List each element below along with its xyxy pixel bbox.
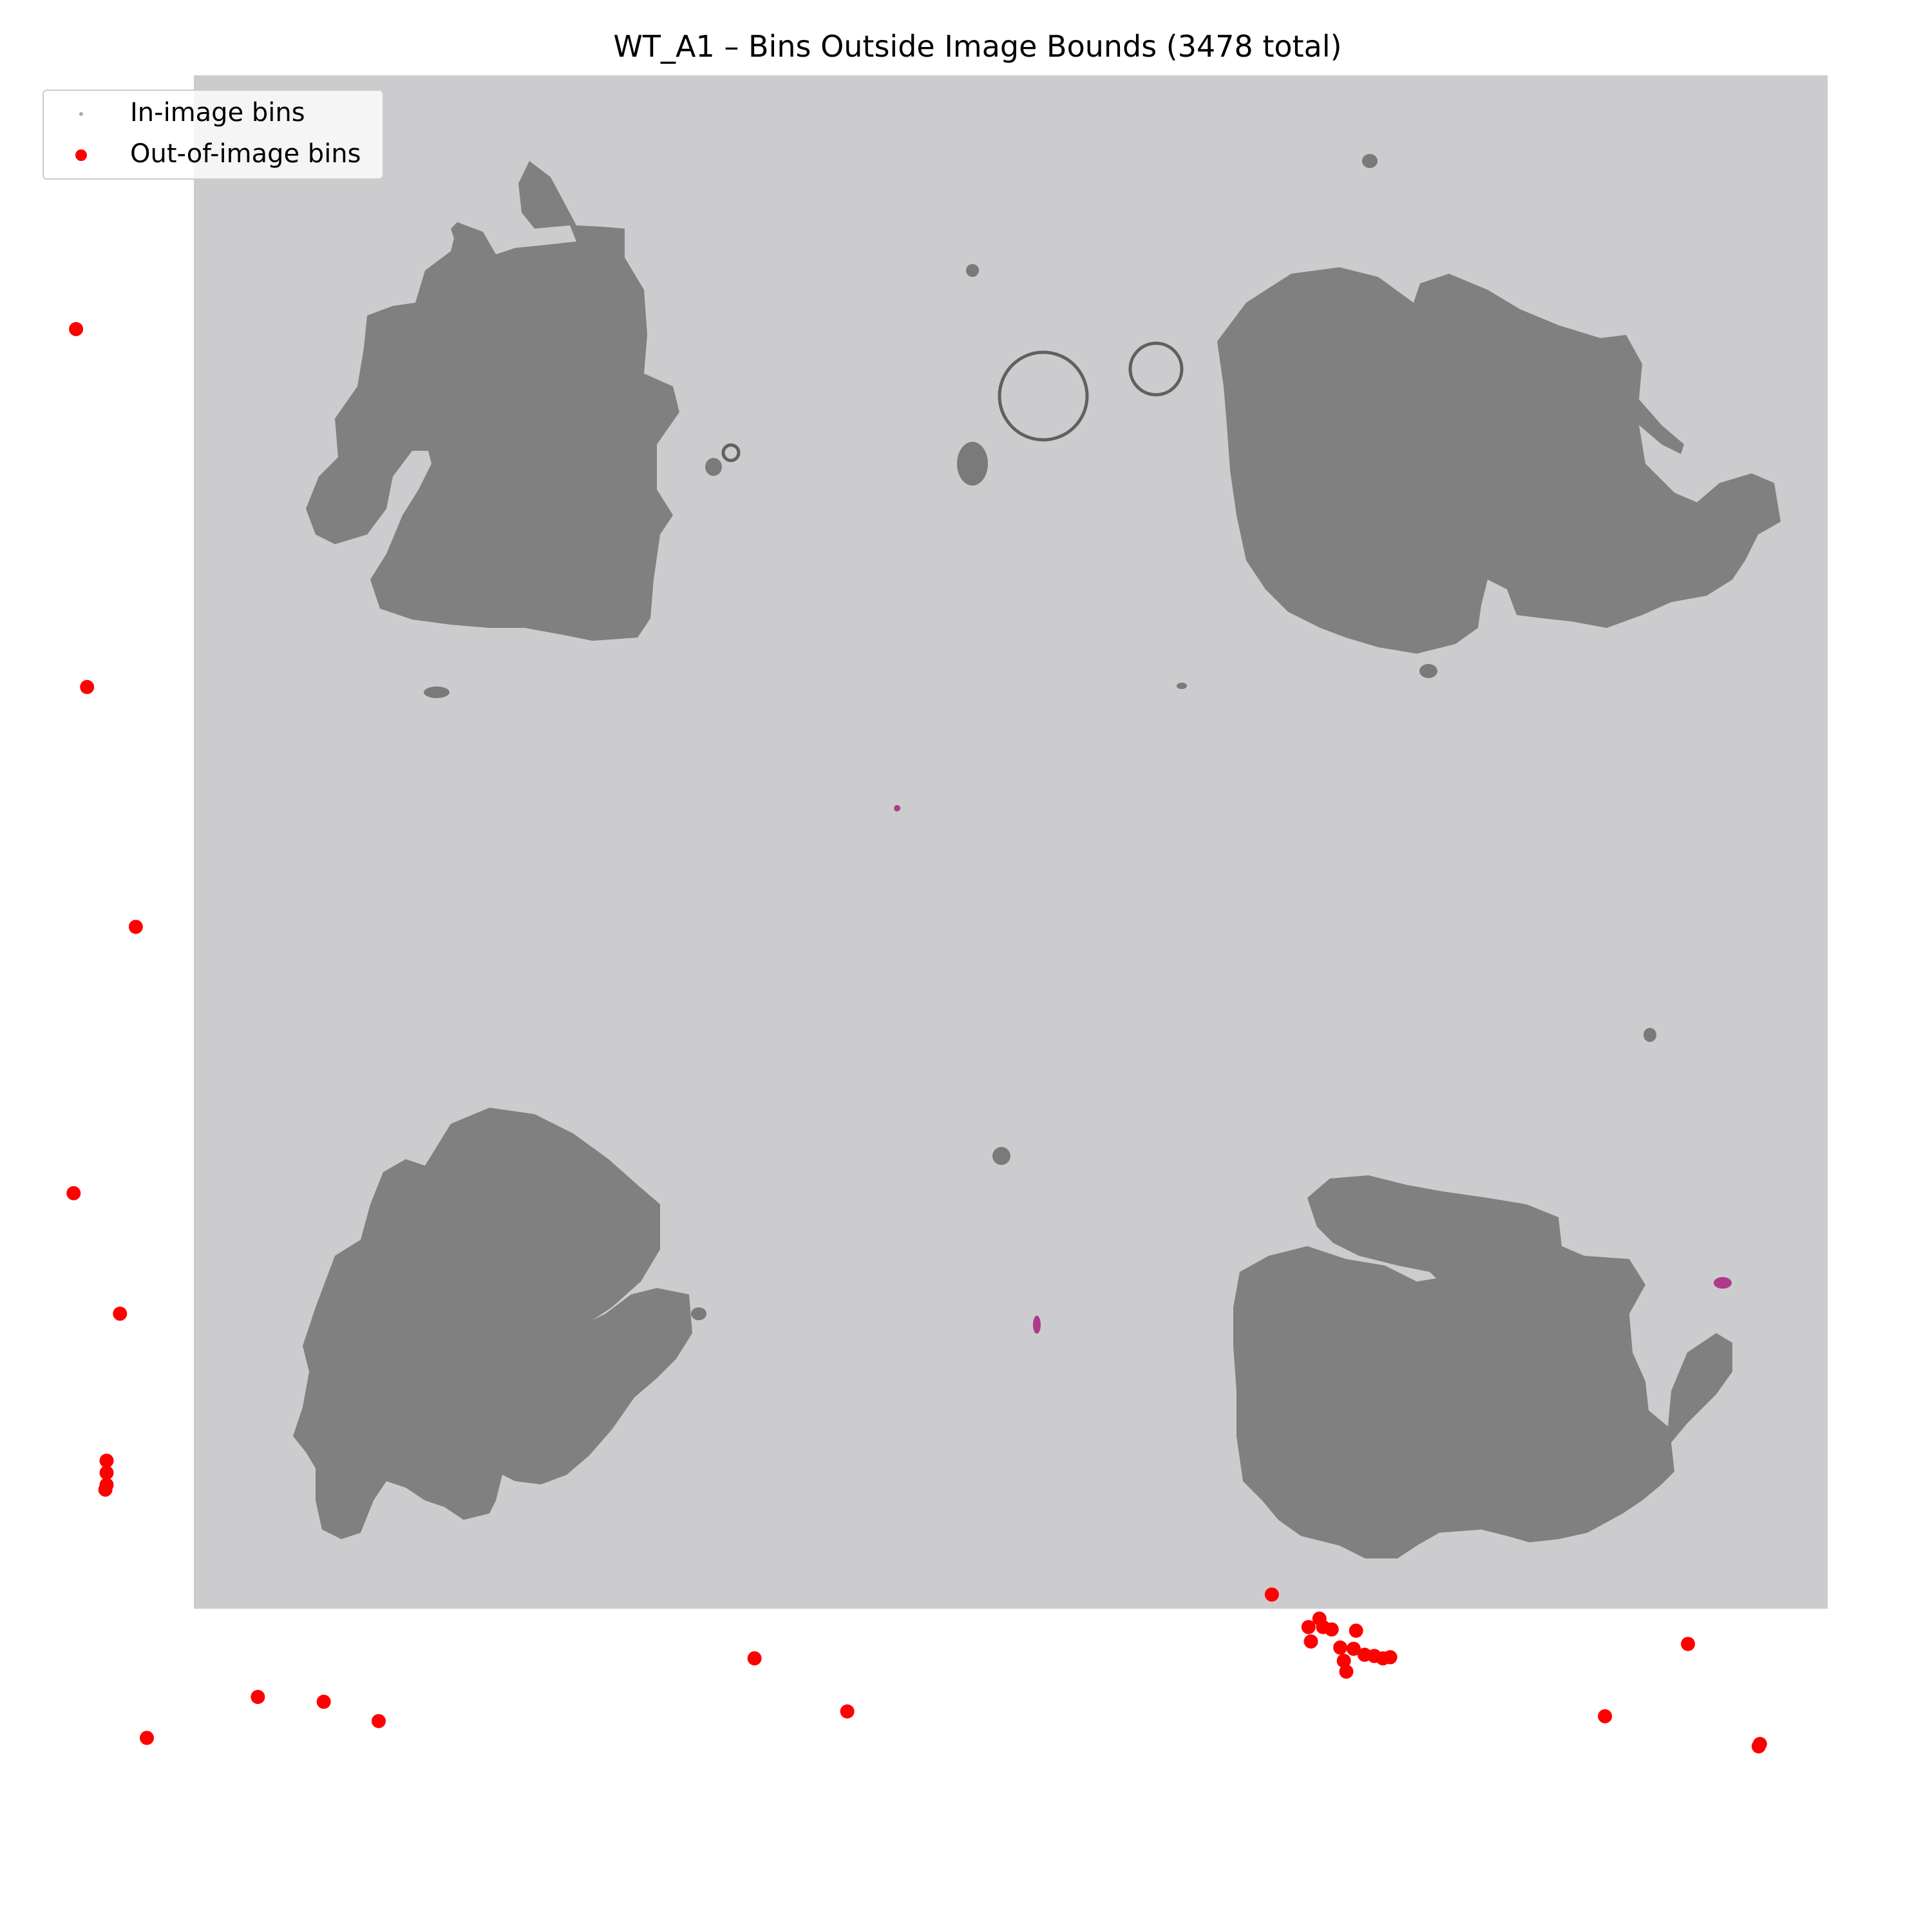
bubble-circle [998,350,1089,442]
debris-blob [992,1147,1010,1165]
debris-blob [1362,154,1378,168]
scatter-point [1681,1636,1696,1651]
debris-blob [966,264,979,277]
scatter-point [251,1690,265,1704]
legend-box [43,90,384,180]
tissue-region-bottom-left [293,1108,692,1539]
bubble-circle [721,443,741,462]
bubble-artifacts [721,341,1184,462]
legend: In-image bins Out-of-image bins [43,90,384,180]
scatter-point [1752,1737,1767,1751]
stain-spot [894,805,900,811]
scatter-point [1598,1709,1613,1723]
scatter-point [113,1306,128,1321]
scatter-point [80,679,95,694]
scatter-point [1301,1620,1316,1634]
tissue-region-top-right [1217,267,1781,654]
tissue-debris [424,154,1656,1320]
stain-spot [1714,1277,1732,1289]
scatter-point [840,1704,855,1719]
scatter-point [1346,1642,1361,1656]
scatter-point [1303,1634,1318,1649]
scatter-point [1264,1587,1279,1602]
out-of-image-bins-series [66,322,1767,1754]
tissue-background-image [194,75,1828,1609]
scatter-point [98,1482,113,1497]
scatter-point [316,1694,331,1709]
scatter-point [128,920,143,934]
scatter-point [1349,1624,1363,1638]
scatter-point [99,1465,114,1480]
tissue-region-top-left [306,161,679,641]
chart-title: WT_A1 – Bins Outside Image Bounds (3478 … [613,29,1341,64]
legend-marker-in-image [79,112,83,116]
debris-blob [1419,664,1437,678]
scatter-point [372,1714,386,1728]
legend-marker-out-of-image [75,149,87,161]
scatter-point [140,1730,154,1745]
debris-blob [957,442,988,486]
scatter-point [1324,1622,1339,1637]
scatter-point [1339,1664,1354,1679]
pink-stain-artifacts [894,805,1732,1334]
scatter-point [1336,1653,1351,1668]
debris-blob [1643,1028,1656,1042]
legend-label-out-of-image: Out-of-image bins [130,139,361,169]
bubble-circle [1128,341,1184,397]
debris-blob [705,458,722,476]
scatter-point [69,322,84,336]
scatter-point [99,1454,114,1468]
debris-blob [1177,683,1187,689]
stain-spot [1033,1316,1041,1334]
scatter-point [66,1186,81,1200]
scatter-point [1383,1650,1397,1665]
tissue-region-bottom-right [1233,1175,1732,1558]
scatter-point [1333,1640,1348,1655]
scatter-point [747,1651,762,1666]
legend-label-in-image: In-image bins [130,98,305,128]
debris-blob [691,1307,706,1320]
debris-blob [424,687,450,698]
